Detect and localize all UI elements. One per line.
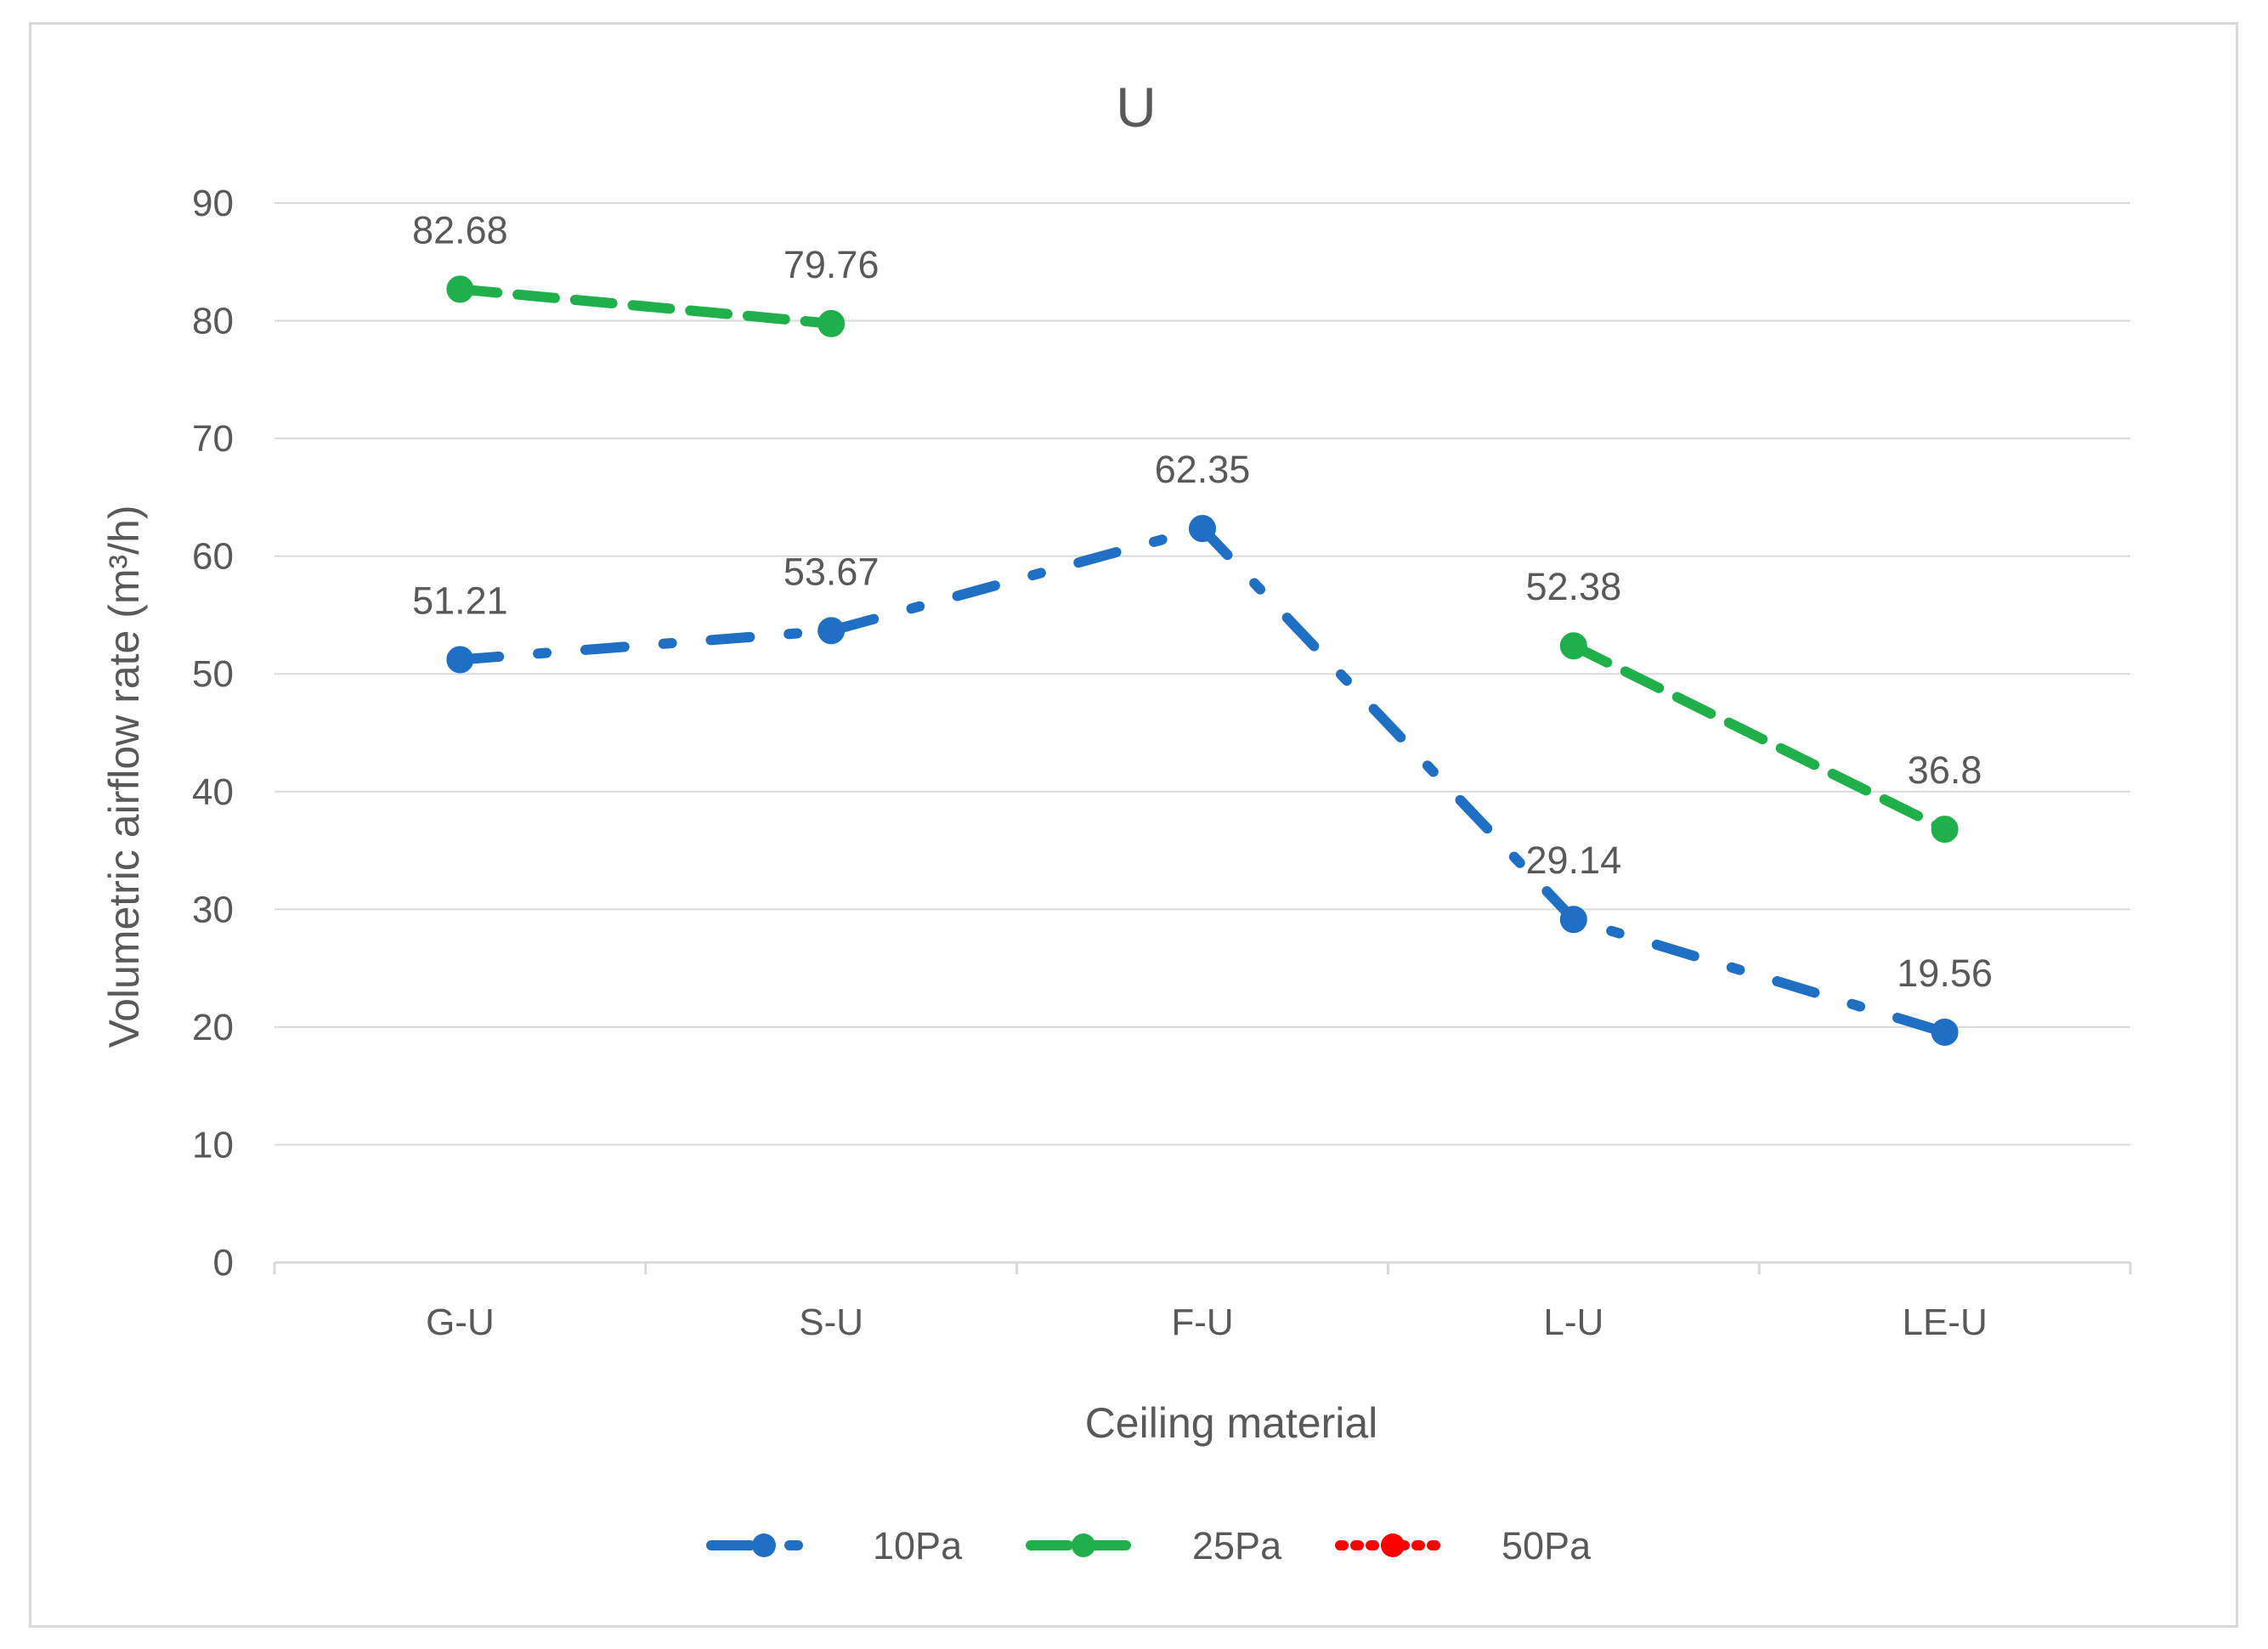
data-labels: 51.21 53.67 62.35 29.14 19.56 82.68 79.76 52.38…	[412, 208, 1993, 995]
gridlines	[274, 202, 2130, 1146]
data-point	[817, 617, 846, 645]
legend-label: 10Pa	[873, 1524, 963, 1567]
y-axis-ticks: 0 10 20 30 40 50 60 70 80 90	[192, 183, 234, 1284]
x-tick-label: LE-U	[1902, 1302, 1987, 1343]
data-point	[446, 275, 474, 303]
legend-swatch-marker	[1381, 1533, 1405, 1557]
series-line	[1568, 641, 1950, 835]
legend-swatch-marker	[1072, 1533, 1095, 1557]
data-label: 29.14	[1525, 839, 1621, 882]
data-label: 82.68	[412, 208, 508, 251]
x-axis-ticks: G-U S-U F-U L-U LE-U	[426, 1302, 1988, 1343]
y-tick-label: 40	[192, 771, 234, 813]
y-tick-label: 10	[192, 1124, 234, 1166]
legend-label: 25Pa	[1192, 1524, 1282, 1567]
data-point	[1931, 1018, 1959, 1046]
data-label: 19.56	[1897, 952, 1993, 995]
legend-label: 50Pa	[1502, 1524, 1592, 1567]
data-point	[1931, 816, 1959, 844]
y-tick-label: 90	[192, 183, 234, 224]
data-label: 79.76	[783, 243, 879, 286]
data-label: 52.38	[1525, 565, 1621, 608]
data-point	[446, 646, 474, 674]
y-tick-label: 70	[192, 418, 234, 460]
data-point	[1559, 906, 1587, 934]
data-label: 36.8	[1908, 748, 1982, 792]
x-axis-title: Ceiling material	[1085, 1399, 1378, 1447]
data-point	[817, 309, 846, 337]
y-tick-label: 60	[192, 536, 234, 578]
y-tick-label: 80	[192, 301, 234, 342]
chart-frame: U 0 10 20 30 40 50 60 70 80 90 G-U S-U F-U L-U LE-U 5…	[29, 22, 2238, 1628]
chart-title: U	[1116, 76, 1157, 138]
series-lines	[446, 275, 1959, 1046]
y-tick-label: 0	[213, 1242, 234, 1284]
y-tick-label: 50	[192, 653, 234, 695]
data-label: 62.35	[1155, 448, 1251, 491]
y-axis-title: Volumetric airflow rate (m³/h)	[100, 505, 148, 1048]
legend: 10Pa 25Pa 50Pa	[706, 1524, 1592, 1567]
x-axis	[273, 1261, 2132, 1274]
data-point	[1559, 632, 1587, 660]
x-tick-label: S-U	[799, 1302, 863, 1343]
series-line	[455, 522, 1950, 1037]
data-label: 53.67	[783, 550, 879, 593]
y-tick-label: 30	[192, 889, 234, 930]
legend-swatch-marker	[752, 1533, 776, 1557]
chart-svg: U 0 10 20 30 40 50 60 70 80 90 G-U S-U F-U L-U LE-U 5…	[100, 76, 2132, 1567]
data-point	[1189, 515, 1216, 543]
x-tick-label: G-U	[426, 1302, 495, 1343]
x-tick-label: F-U	[1171, 1302, 1233, 1343]
y-tick-label: 20	[192, 1007, 234, 1048]
data-label: 51.21	[412, 579, 508, 622]
series-line	[455, 284, 837, 329]
x-tick-label: L-U	[1543, 1302, 1603, 1343]
